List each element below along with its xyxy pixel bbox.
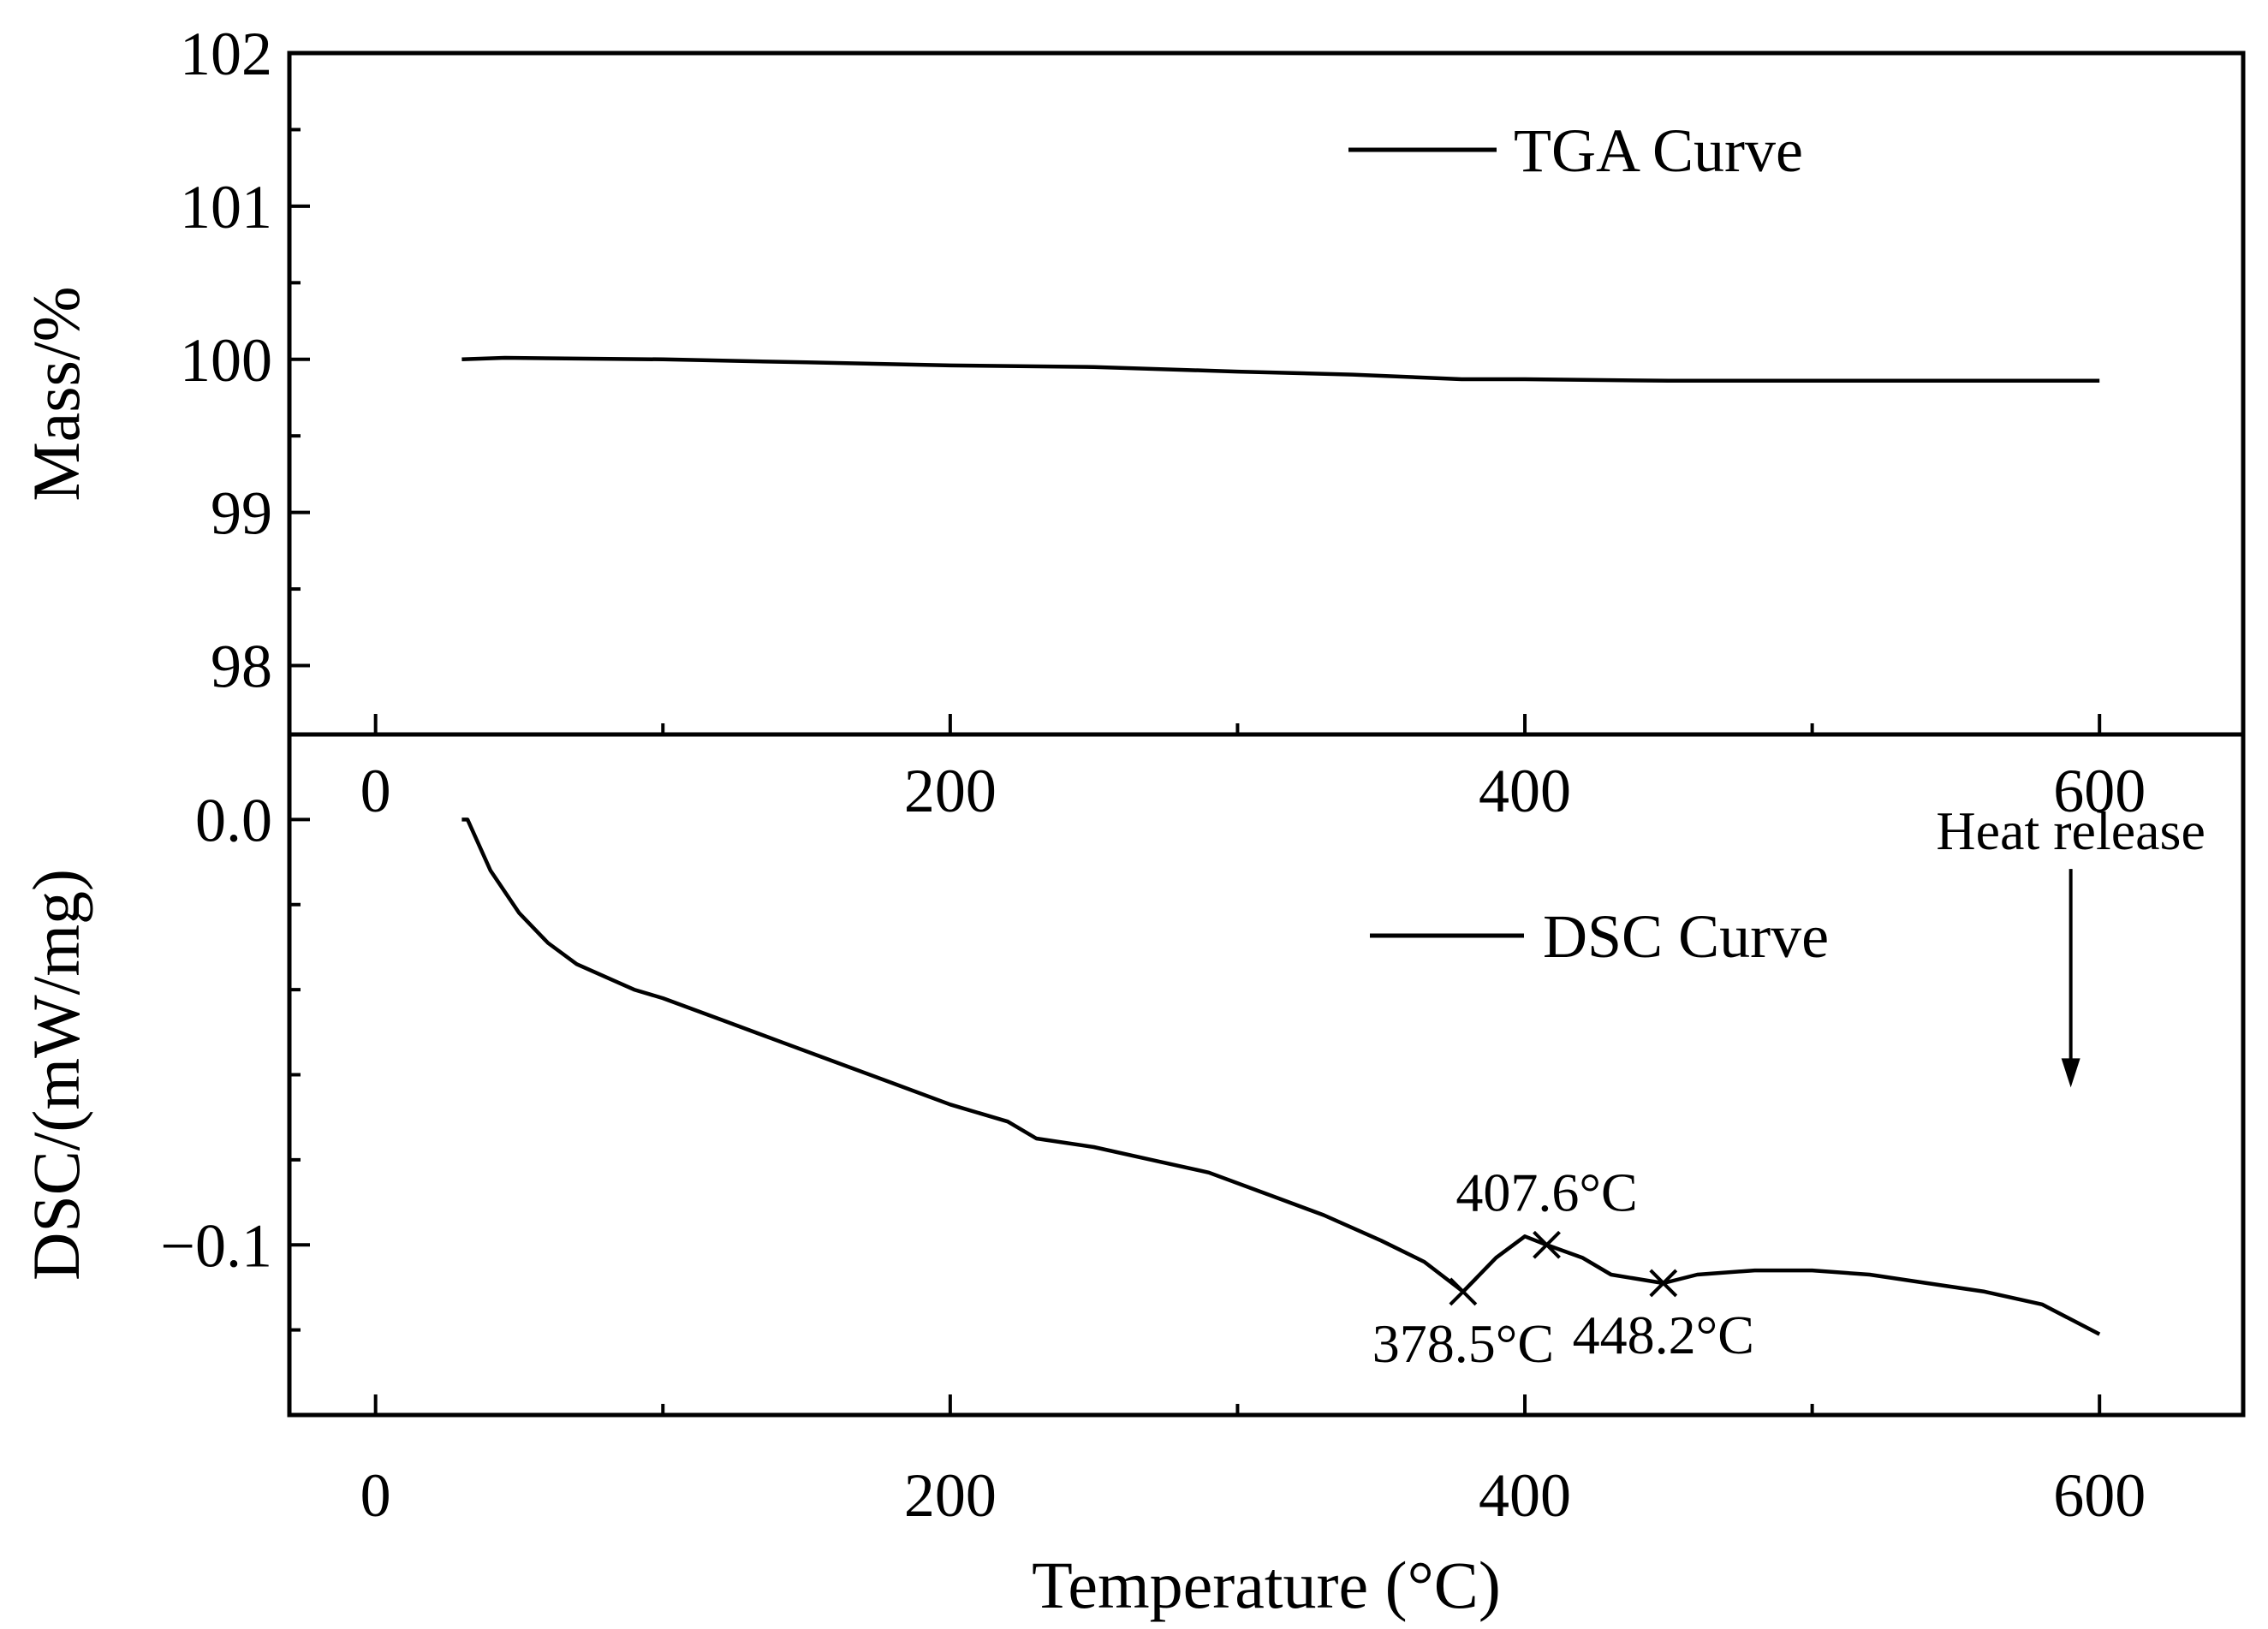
heat-release-arrow-head: [2061, 1058, 2080, 1088]
peak-label: 407.6°C: [1455, 1162, 1637, 1222]
series-line-dsc-curve: [461, 817, 2101, 1336]
y-tick-label: 101: [180, 173, 272, 241]
legend-label: TGA Curve: [1514, 116, 1803, 185]
y-axis-title: Mass/%: [19, 286, 93, 501]
dsc-panel: 0 200 400 600 0.0 −0.1 DSC/(mW/mg) Temperature …: [19, 732, 2246, 1622]
x-tick-label: 200: [904, 757, 997, 825]
legend-label: DSC Curve: [1543, 902, 1829, 971]
y-tick-label: −0.1: [160, 1211, 272, 1280]
y-tick-label: 102: [180, 20, 272, 88]
peak-marker: [1449, 1277, 1478, 1306]
x-tick-label: 600: [2053, 757, 2146, 825]
peak-label: 378.5°C: [1372, 1313, 1554, 1374]
heat-release-label: Heat release: [1936, 800, 2205, 861]
tga-panel: 0 200 400 600 98 99 100 101 102 Mass/% TGA Curve: [19, 20, 2246, 825]
y-tick-label: 99: [211, 479, 272, 548]
peak-marker: [1533, 1230, 1561, 1259]
x-tick-label: 400: [1479, 1461, 1571, 1530]
series-line-tga-curve: [461, 355, 2100, 383]
y-axis-title: DSC/(mW/mg): [19, 869, 93, 1281]
x-tick-label: 400: [1479, 757, 1571, 825]
x-axis-title: Temperature (°C): [1032, 1548, 1501, 1622]
x-tick-label: 200: [904, 1461, 997, 1530]
y-tick-label: 0.0: [195, 786, 272, 854]
x-tick-label: 600: [2053, 1461, 2146, 1530]
x-tick-label: 0: [360, 757, 391, 825]
plot-frame: [287, 51, 2246, 737]
y-tick-label: 100: [180, 326, 272, 395]
peak-marker: [1649, 1269, 1678, 1298]
y-tick-label: 98: [211, 633, 272, 701]
peak-label: 448.2°C: [1573, 1305, 1754, 1365]
x-tick-label: 0: [360, 1461, 391, 1530]
